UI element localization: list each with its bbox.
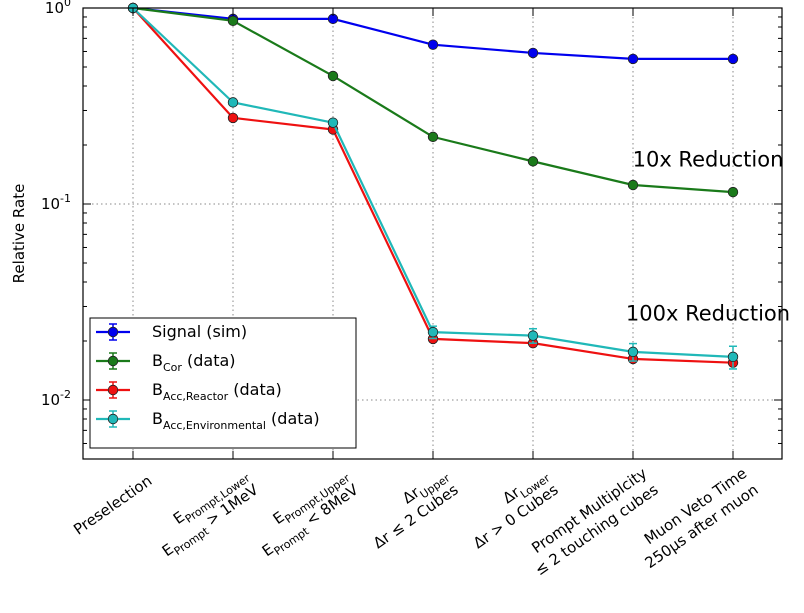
legend-swatch-marker [107, 355, 119, 367]
annotation-text: 10x Reduction [633, 148, 784, 172]
data-point [327, 117, 339, 128]
data-point [627, 179, 639, 191]
x-tick-label-line: Preselection [70, 472, 155, 539]
y-tick-labels: 100 10-1 10-2 [41, 0, 782, 460]
data-point [427, 39, 439, 50]
data-point [727, 186, 739, 198]
x-tick-label-line2: EPrompt > 1MeV [159, 480, 265, 563]
data-point [727, 351, 739, 363]
data-point [427, 131, 439, 143]
data-point [227, 97, 239, 108]
data-point [227, 112, 239, 124]
x-tick-label: Preselection [70, 472, 155, 539]
y-tick-label: 10-1 [41, 192, 71, 213]
legend-label: Signal (sim) [152, 322, 247, 341]
legend-swatch-marker [107, 384, 119, 396]
legend-box [89, 317, 357, 449]
data-point [627, 346, 639, 358]
annotations: 10x Reduction 100x Reduction [626, 148, 790, 326]
legend: Signal (sim) BCor (data) BAcc,Reactor (dat… [89, 317, 357, 449]
legend-label: BCor (data) [152, 351, 236, 374]
legend-swatch-marker [107, 413, 119, 425]
legend-label: BAcc,Reactor (data) [152, 380, 282, 403]
y-axis-label: Relative Rate [10, 184, 28, 284]
data-point [427, 326, 439, 338]
y-tick-label: 100 [45, 0, 71, 17]
data-point [727, 53, 739, 65]
data-point [627, 53, 639, 65]
legend-swatch-marker [107, 326, 119, 338]
data-point [227, 15, 239, 27]
data-point [527, 47, 539, 59]
series-layer [127, 2, 739, 370]
data-point [527, 330, 539, 341]
data-point [327, 70, 339, 82]
grid-layer [83, 7, 782, 459]
data-point [527, 156, 539, 167]
y-tick-label: 10-2 [41, 388, 71, 409]
legend-label: BAcc,Environmental (data) [152, 409, 320, 432]
annotation-text: 100x Reduction [626, 301, 790, 325]
